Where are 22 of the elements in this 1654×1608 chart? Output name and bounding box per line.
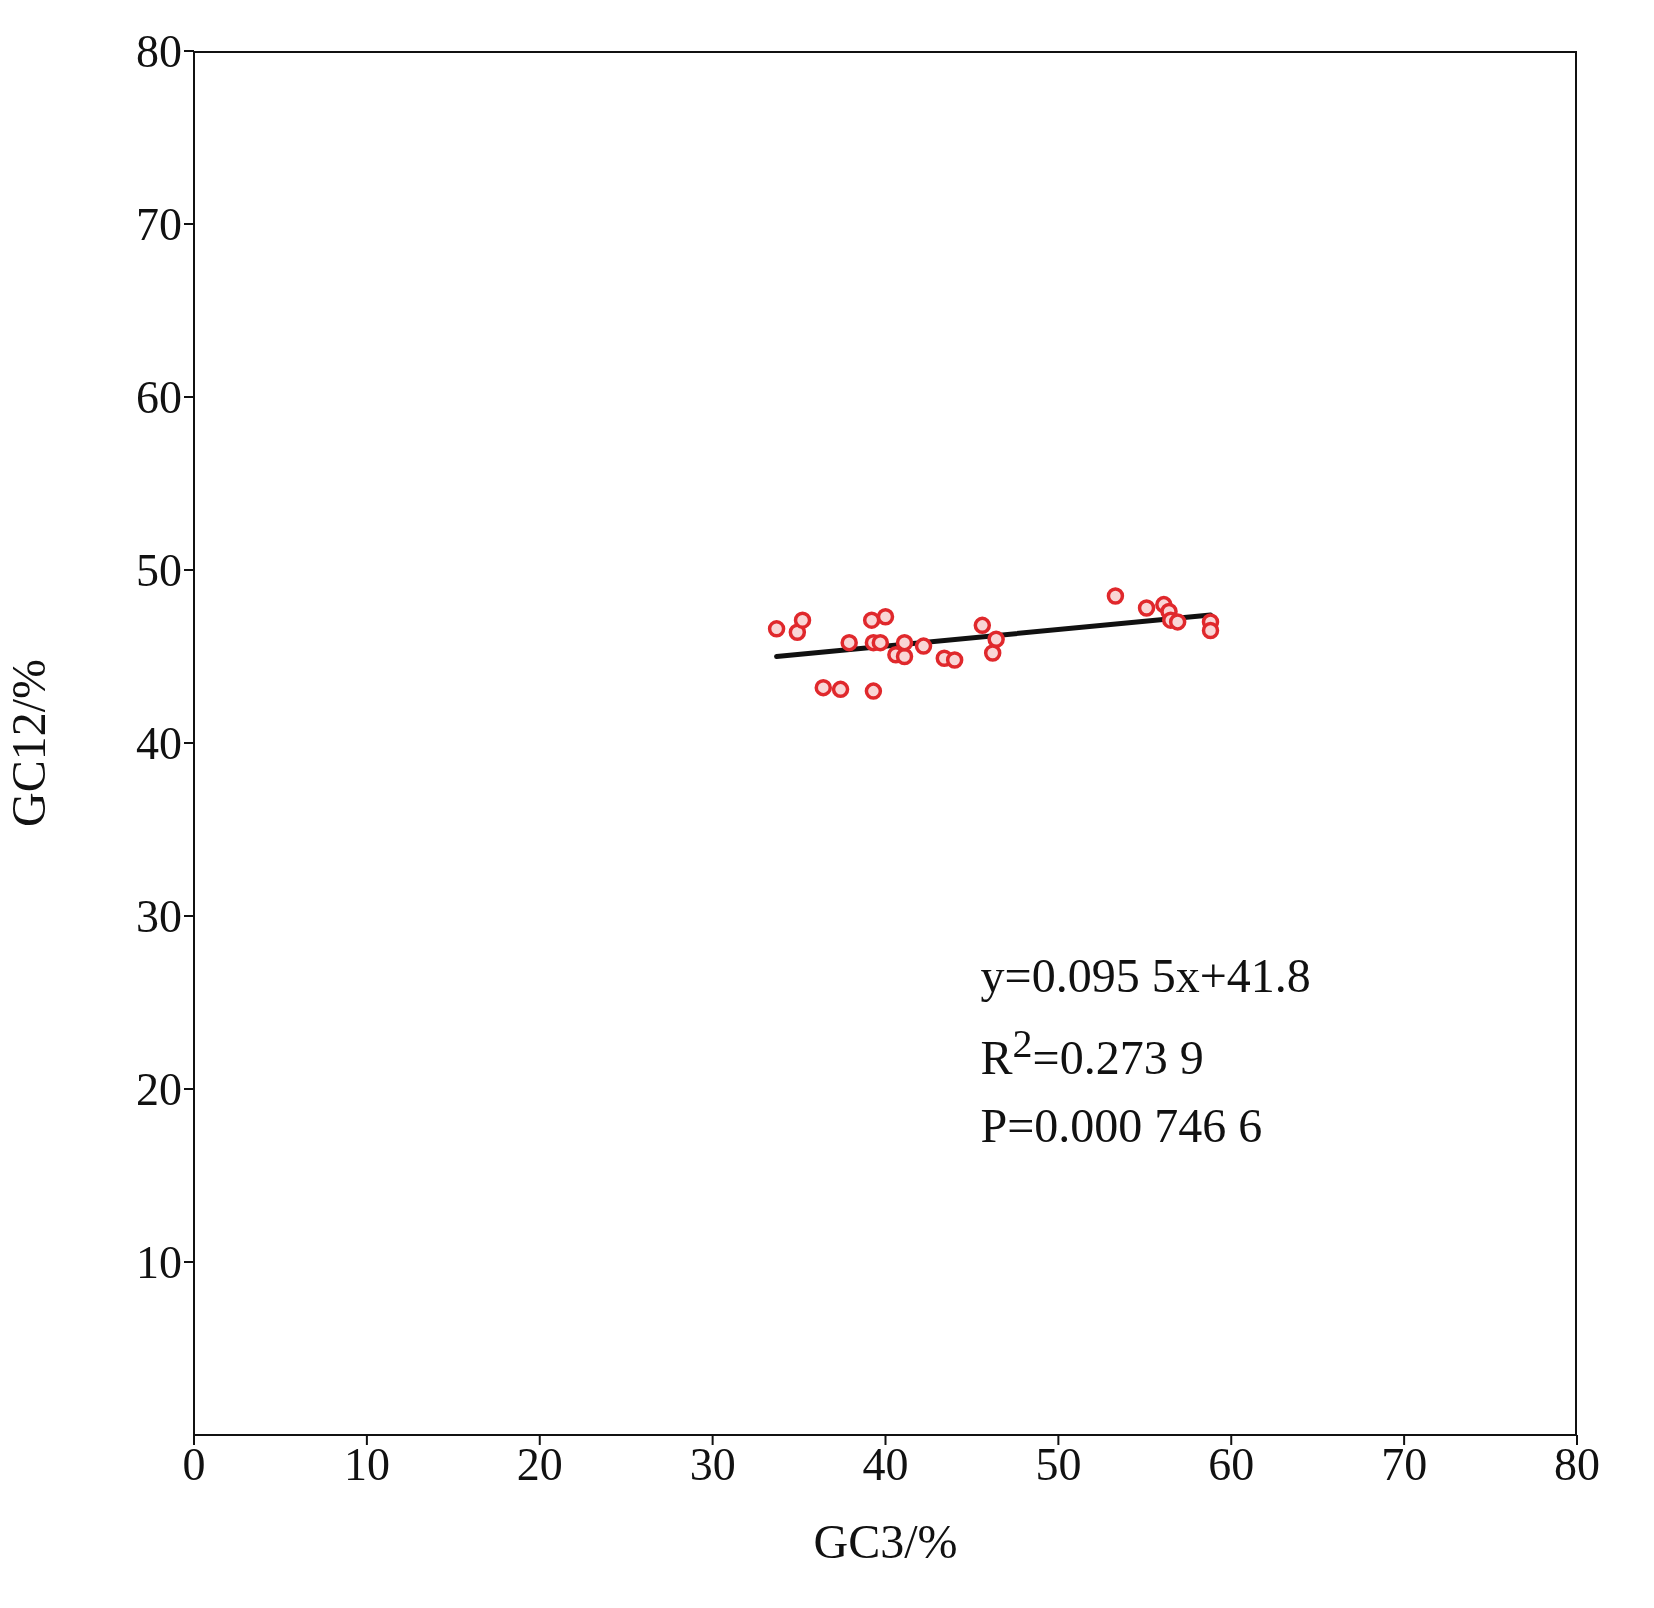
x-tick-label: 60: [1208, 1438, 1255, 1490]
y-tick-label: 20: [136, 1064, 182, 1116]
y-tick-label: 80: [136, 26, 182, 78]
y-tick-label: 10: [136, 1237, 182, 1289]
y-axis-title: GC12/%: [2, 659, 56, 827]
y-tick-label: 60: [136, 372, 182, 424]
y-tick-label: 70: [136, 199, 182, 251]
x-tick-label: 10: [343, 1438, 390, 1490]
x-tick-label: 30: [689, 1438, 736, 1490]
x-tick-label: 80: [1554, 1438, 1600, 1490]
x-tick-label: 40: [862, 1438, 909, 1490]
annotation: y=0.095 5x+41.8: [980, 947, 1311, 1004]
x-tick-label: 70: [1381, 1438, 1428, 1490]
y-tick-label: 50: [136, 545, 182, 597]
x-axis-title: GC3/%: [813, 1515, 958, 1568]
y-tick-label: 30: [136, 891, 182, 943]
annotation: P=0.000 746 6: [980, 1097, 1264, 1154]
x-tick-label: 0: [182, 1438, 206, 1490]
x-tick-label: 20: [516, 1438, 563, 1490]
x-tick-label: 50: [1035, 1438, 1082, 1490]
y-tick-label: 40: [136, 718, 182, 770]
annotation: R$^{2}$=0.273 9: [980, 1019, 1205, 1086]
